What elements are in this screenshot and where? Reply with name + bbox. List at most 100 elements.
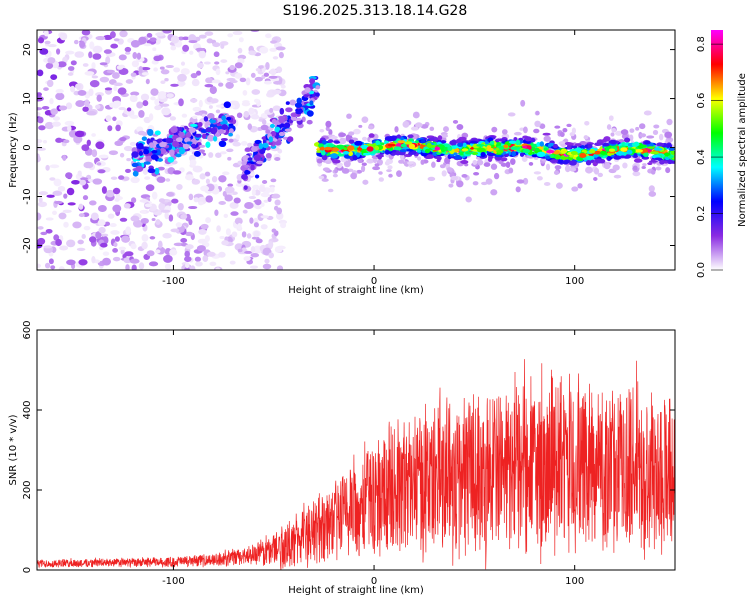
heatmap-cell [222,171,230,176]
heatmap-cell [190,98,198,103]
heatmap-cell [410,126,419,131]
heatmap-cell [374,163,380,167]
heatmap-cell [160,80,166,85]
heatmap-cell [664,152,671,157]
heatmap-cell [132,219,143,228]
heatmap-cell [244,201,254,210]
heatmap-cell [220,59,228,63]
heatmap-cell [155,249,161,254]
heatmap-cell [259,46,269,54]
heatmap-cell [437,135,443,141]
heatmap-cell [303,94,309,98]
heatmap-cell [205,127,213,133]
heatmap-cell [454,154,462,160]
heatmap-cell [184,250,190,258]
heatmap-cell [564,165,571,173]
heatmap-cell [132,52,138,59]
heatmap-cell [163,162,173,167]
heatmap-cell [384,140,389,145]
heatmap-cell [83,161,94,169]
heatmap-cell [260,192,270,198]
heatmap-cell [119,152,125,158]
heatmap-cell [166,93,174,98]
heatmap-cell [209,119,217,124]
heatmap-cell [212,135,218,142]
heatmap-cell [543,135,551,142]
heatmap-cell [73,135,83,144]
heatmap-frame [36,29,676,271]
heatmap-cell [145,78,150,85]
heatmap-cell [101,233,109,237]
heatmap-cell [268,141,273,146]
heatmap-cell [81,30,91,36]
heatmap-cell [79,179,87,186]
heatmap-cell [535,110,540,116]
heatmap-cell [180,61,186,66]
heatmap-cell [91,62,96,70]
heatmap-cell [159,148,167,155]
heatmap-cell [49,97,54,105]
heatmap-cell [89,80,100,88]
heatmap-cell [214,61,220,65]
heatmap-cell [175,137,183,143]
heatmap-cell [164,263,171,270]
heatmap-cell [633,152,638,158]
heatmap-cell [632,171,641,177]
heatmap-cell [129,141,137,146]
heatmap-cell [524,136,532,142]
heatmap-cell [204,171,211,177]
heatmap-cell [55,92,65,101]
heatmap-cell [112,116,117,122]
heatmap-cell [125,226,132,235]
heatmap-cell [667,155,674,159]
heatmap-cell [190,138,197,146]
heatmap-cell [431,161,436,168]
heatmap-cell [218,140,227,148]
heatmap-cell [278,51,284,59]
heatmap-cell [37,147,46,151]
heatmap-cell [47,44,57,48]
heatmap-cell [76,247,86,252]
heatmap-cell [456,180,464,188]
heatmap-cell [570,151,578,155]
heatmap-cell [191,143,196,148]
heatmap-cell [125,51,131,55]
heatmap-cell [247,123,253,131]
heatmap-cell [154,167,160,175]
heatmap-cell [522,126,528,134]
heatmap-x-tick-label: 100 [565,276,584,287]
heatmap-cell [327,139,334,143]
heatmap-cell [464,163,469,167]
heatmap-cell [664,131,673,139]
heatmap-cell [460,160,469,164]
heatmap-cell [138,151,144,156]
heatmap-cell [648,191,657,197]
heatmap-cell [137,130,146,136]
heatmap-cell [420,159,425,165]
heatmap-cell [394,126,399,133]
heatmap-cell [494,156,502,161]
heatmap-cell [132,170,139,177]
heatmap-cell [253,230,260,238]
heatmap-cell [366,158,374,164]
heatmap-cell [78,259,88,266]
heatmap-cell [107,125,113,132]
heatmap-cell [261,119,267,125]
heatmap-cell [199,173,206,180]
heatmap-cell [235,182,243,187]
heatmap-cell [178,143,184,148]
heatmap-cell [70,60,77,66]
heatmap-cell [265,61,270,70]
heatmap-cell [38,125,46,131]
heatmap-cell [252,184,260,190]
heatmap-cell [469,140,479,144]
heatmap-cell [58,212,67,220]
heatmap-cell [275,46,286,51]
heatmap-cell [154,105,162,111]
heatmap-cell [268,241,274,248]
heatmap-cell [143,43,152,47]
heatmap-cell [92,45,103,54]
heatmap-cell [247,157,253,161]
heatmap-cell [545,155,551,160]
heatmap-cell [78,203,84,210]
